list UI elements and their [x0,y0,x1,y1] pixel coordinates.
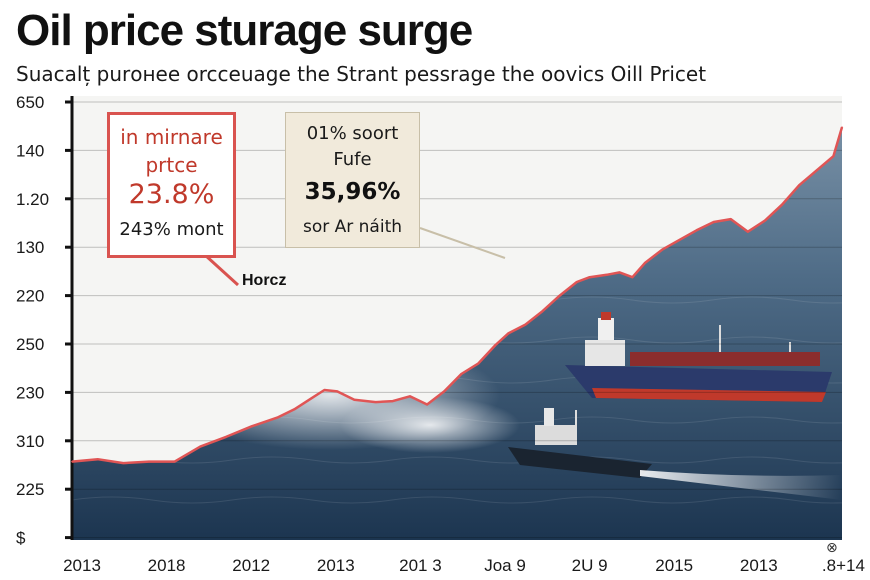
x-tick-label: 2015 [655,556,693,575]
series-point [524,323,527,326]
red-callout-box: in mirnare prtce 23.8% 243% mont [107,112,236,258]
series-point [494,344,497,346]
x-tick-label: 2013 [740,556,778,575]
tanker-ship-illustration [565,312,832,402]
series-point [644,261,647,264]
beige-callout-box: 01% soort Fufe 35,96% sor Ar náith [285,112,420,248]
series-point [148,460,150,463]
series-point [575,281,578,283]
series-point [729,218,732,220]
series-point [832,155,835,158]
beige-callout-pointer [419,227,506,259]
series-point [798,184,801,187]
y-axis-ticks: 650 140 1.20 130 220 250 230 310 225 $ [16,93,72,548]
beige-callout-line1: 01% soort [306,123,399,144]
series-point [558,294,561,297]
series-point [409,395,411,398]
series-point [336,390,339,393]
chart-annotation: Horcz [242,272,287,289]
x-tick-label: 2012 [232,556,270,575]
boat-wake [640,470,842,500]
series-point [426,403,428,406]
series-point [477,362,480,365]
y-tick-label: 225 [16,480,44,499]
series-point [781,203,783,206]
y-tick-label: 220 [16,287,44,306]
series-point [323,389,326,391]
series-point [96,458,99,460]
x-axis-ticks: 2013 2018 2012 2013 201 3 Joa 9 2U 9 2015 2013 .8… [63,556,865,575]
beige-callout-line4: sor Ar náith [302,217,403,237]
x-tick-label: Joa 9 [484,556,526,575]
series-point [661,248,664,251]
series-point [71,460,73,463]
series-point [507,332,510,335]
chart-subtitle: Suacalț purонee orcceuage the Strant pes… [16,62,707,86]
y-tick-label: 310 [16,432,44,451]
series-point [631,276,634,279]
series-point [392,400,394,402]
x-tick-label: 201 3 [399,556,442,575]
x-tick-label: 2U 9 [572,556,608,575]
patrol-boat-illustration [508,408,652,478]
series-point [541,310,544,312]
x-tick-label: 2013 [63,556,101,575]
chart-title: Oil price sturage surge [16,6,473,55]
x-tick-label: 2018 [148,556,186,575]
y-tick-label: 250 [16,335,44,354]
y-tick-label: 230 [16,383,44,402]
series-point [173,460,176,463]
series-point [747,230,749,233]
series-point [374,401,377,403]
series-point [199,445,202,448]
y-tick-label: 1.20 [16,190,49,209]
series-point [815,169,818,172]
x-tick-label: 2013 [317,556,355,575]
series-point [310,397,313,400]
red-callout-line1: in mirnare [120,125,223,149]
series-point [122,462,125,464]
corner-mark: ⊗ [826,540,838,556]
series-point [678,239,681,241]
beige-callout-value: 35,96% [304,179,401,205]
series-point [841,126,843,128]
series-point [764,219,766,222]
series-point [605,273,608,276]
y-tick-label: 140 [16,141,44,160]
series-point [225,436,227,438]
beige-callout-line2: Fufe [333,149,372,170]
series-point [712,221,715,223]
red-callout-line2: prtce [145,153,198,177]
y-tick-label: 130 [16,238,44,257]
series-line [71,126,844,465]
series-point [695,229,698,232]
red-callout-line4: 243% mont [119,219,224,240]
series-point [443,390,445,393]
series-point [618,271,621,274]
series-points [71,126,843,464]
y-tick-label: 650 [16,93,44,112]
series-point [293,408,296,411]
x-tick-label: .8+14 [822,556,865,575]
red-callout-value: 23.8% [128,179,215,210]
series-point [276,416,279,419]
red-callout-pointer [203,253,240,287]
y-tick-label: $ [16,529,26,548]
series-point [353,398,356,401]
series-point [460,373,463,375]
series-point [588,276,591,279]
series-point [250,425,253,428]
